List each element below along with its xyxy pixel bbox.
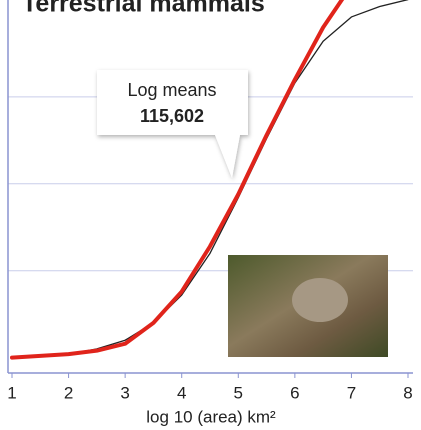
- chart-title: Terrestrial mammals: [22, 0, 265, 18]
- x-tick-label: 3: [120, 383, 129, 402]
- x-axis-label: log 10 (area) km²: [146, 407, 276, 426]
- photo-subject: [292, 278, 348, 322]
- x-tick-label: 2: [64, 383, 73, 402]
- x-tick-label: 7: [347, 383, 356, 402]
- chart: Terrestrial mammals Log means 115,602 lo…: [0, 0, 421, 430]
- x-tick-label: 1: [7, 383, 16, 402]
- callout-label: Log means: [127, 80, 216, 100]
- x-tick-label: 4: [177, 383, 186, 402]
- x-tick-label: 6: [290, 383, 299, 402]
- x-tick-label: 8: [403, 383, 412, 402]
- callout-value: 115,602: [140, 106, 204, 126]
- x-tick-label: 5: [234, 383, 243, 402]
